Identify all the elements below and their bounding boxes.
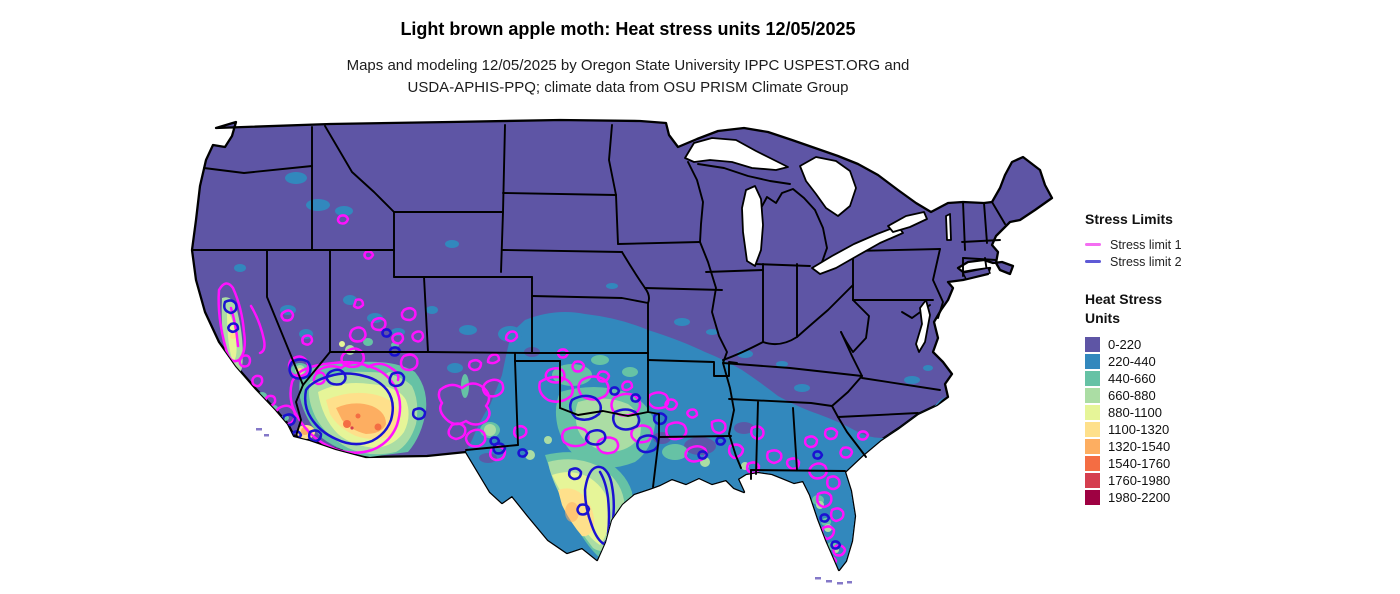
legend-item-440-660: 440-660 <box>1085 370 1385 387</box>
swatch-1760-1980 <box>1085 473 1100 488</box>
legend-item-1320-1540: 1320-1540 <box>1085 438 1385 455</box>
stress-limit-1-line-icon <box>1085 243 1101 246</box>
legend-item-1760-1980: 1760-1980 <box>1085 472 1385 489</box>
lake-ontario <box>887 211 928 233</box>
lake-huron <box>799 156 857 217</box>
lake-michigan <box>741 185 764 267</box>
swatch-220-440 <box>1085 354 1100 369</box>
chesapeake-bay <box>915 299 931 353</box>
legend: Stress Limits Stress limit 1 Stress limi… <box>1085 211 1385 506</box>
swatch-660-880 <box>1085 388 1100 403</box>
stress-limit-2-line-icon <box>1085 260 1101 263</box>
legend-item-1540-1760: 1540-1760 <box>1085 455 1385 472</box>
islands <box>256 267 991 585</box>
legend-item-880-1100: 880-1100 <box>1085 404 1385 421</box>
swatch-880-1100 <box>1085 405 1100 420</box>
stress-limits-heading: Stress Limits <box>1085 211 1173 227</box>
swatch-440-660 <box>1085 371 1100 386</box>
legend-item-0-220: 0-220 <box>1085 336 1385 353</box>
legend-item-1980-2200: 1980-2200 <box>1085 489 1385 506</box>
legend-item-1100-1320: 1100-1320 <box>1085 421 1385 438</box>
swatch-0-220 <box>1085 337 1100 352</box>
subtitle-line-1: Maps and modeling 12/05/2025 by Oregon S… <box>346 57 910 74</box>
lake-erie <box>811 225 904 275</box>
legend-item-220-440: 220-440 <box>1085 353 1385 370</box>
stress-limit-2-label: Stress limit 2 <box>1110 254 1182 269</box>
heat-stress-units-heading: Heat Stress Units <box>1085 291 1163 326</box>
page-subtitle: Maps and modeling 12/05/2025 by Oregon S… <box>0 55 1256 99</box>
lake-superior <box>684 137 789 171</box>
swatch-1320-1540 <box>1085 439 1100 454</box>
subtitle-line-2: USDA-APHIS-PPQ; climate data from OSU PR… <box>407 79 849 96</box>
heat-raster <box>217 172 946 570</box>
stress-limit-1-label: Stress limit 1 <box>1110 237 1182 252</box>
legend-item-660-880: 660-880 <box>1085 387 1385 404</box>
page-title: Light brown apple moth: Heat stress unit… <box>400 19 856 39</box>
lake-champlain <box>945 213 952 241</box>
swatch-1980-2200 <box>1085 490 1100 505</box>
stress-limit1-contours <box>217 214 870 566</box>
legend-item-stress-limit-2: Stress limit 2 <box>1085 253 1385 270</box>
great-lakes <box>684 137 952 353</box>
legend-item-stress-limit-1: Stress limit 1 <box>1085 236 1385 253</box>
swatch-1100-1320 <box>1085 422 1100 437</box>
state-borders <box>191 124 1006 488</box>
swatch-1540-1760 <box>1085 456 1100 471</box>
